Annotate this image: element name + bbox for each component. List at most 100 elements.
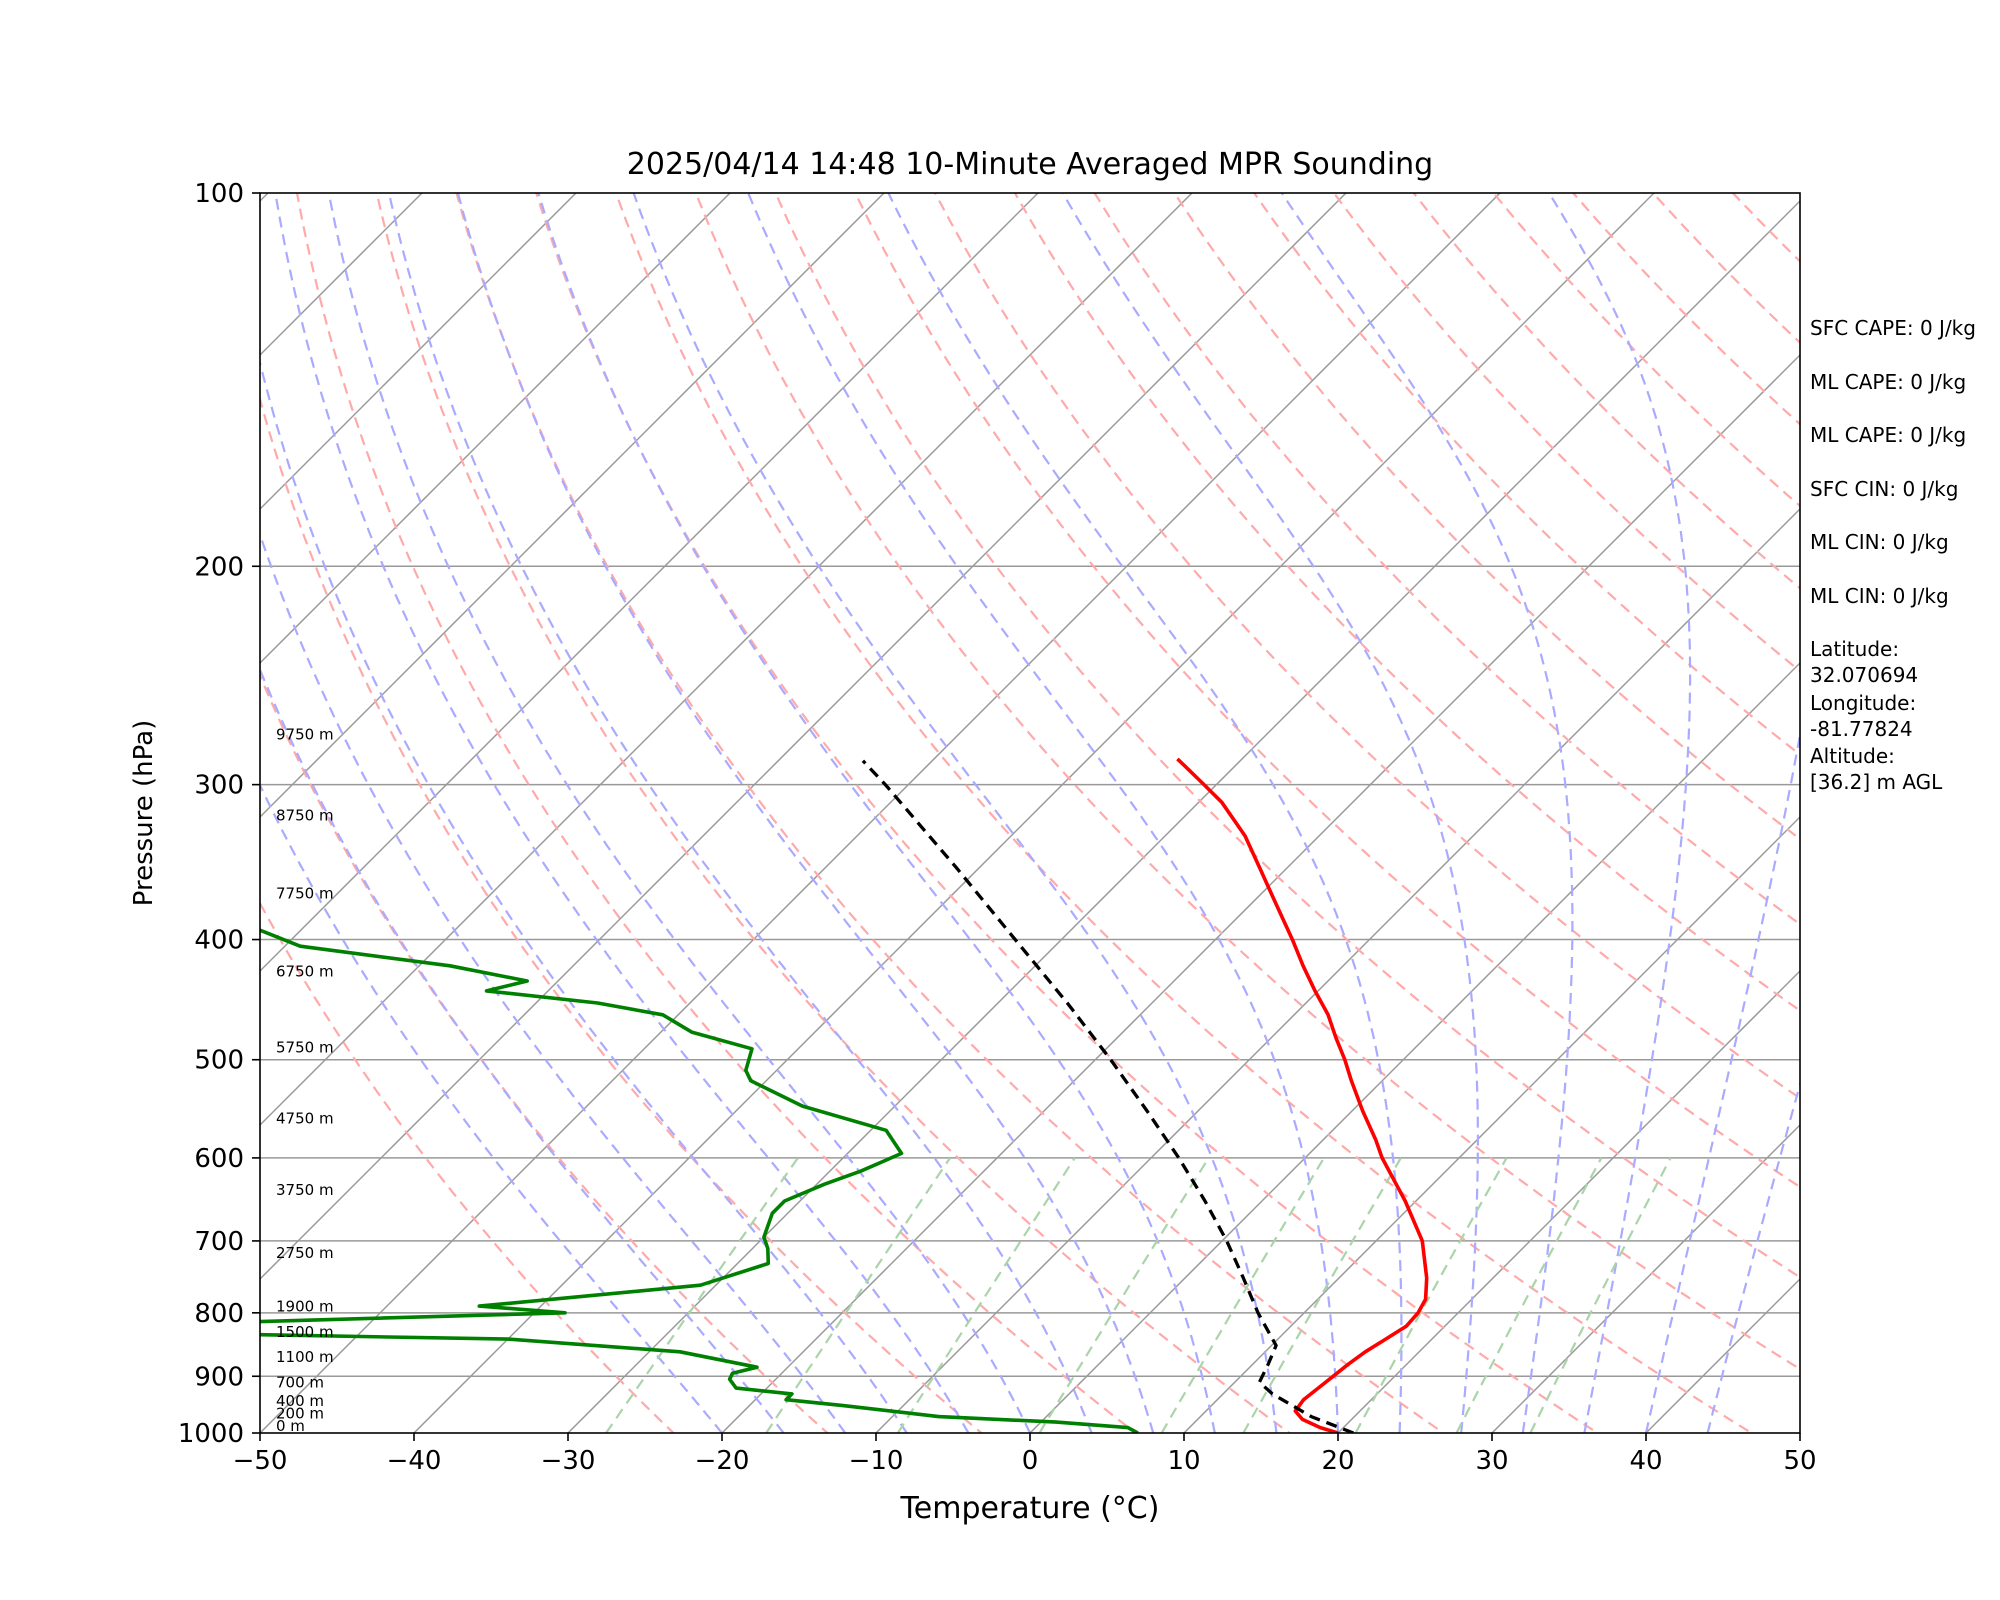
y-tick-label: 800 bbox=[194, 1299, 244, 1329]
isotherm-line bbox=[413, 193, 1655, 1433]
mixing-ratio-line bbox=[1160, 1157, 1325, 1433]
dry-adiabat-line bbox=[455, 193, 1446, 1433]
dry-adiabat-line bbox=[1093, 193, 1800, 926]
y-tick-label: 600 bbox=[194, 1144, 244, 1174]
isotherm-line bbox=[567, 199, 1800, 1433]
mixing-ratio-line bbox=[765, 1157, 952, 1433]
chart-title: 2025/04/14 14:48 10-Minute Averaged MPR … bbox=[627, 147, 1433, 182]
height-label: 6750 m bbox=[276, 963, 334, 981]
mixing-ratio-line bbox=[896, 1157, 1076, 1433]
x-tick-label: 40 bbox=[1629, 1446, 1662, 1476]
stat-label: ML CIN: 0 J/kg bbox=[1810, 530, 1949, 554]
y-tick-label: 1000 bbox=[178, 1419, 244, 1449]
isotherm-line bbox=[1183, 815, 1800, 1433]
mixing-ratio-line bbox=[1038, 1157, 1210, 1433]
x-tick-label: 20 bbox=[1321, 1446, 1354, 1476]
isotherm-line bbox=[1491, 1123, 1800, 1433]
moist-adiabat-line bbox=[1644, 728, 1800, 1433]
height-label: 200 m bbox=[276, 1404, 324, 1422]
dewpoint-profile bbox=[260, 928, 1139, 1433]
y-tick-label: 400 bbox=[194, 926, 244, 956]
stat-sfc-cape: SFC CAPE: 0 J/kg bbox=[1810, 315, 2000, 369]
stat-ml-cin: ML CIN: 0 J/kg bbox=[1810, 529, 2000, 583]
moist-adiabat-line bbox=[260, 666, 785, 1433]
x-tick-label: −50 bbox=[233, 1446, 288, 1476]
stat-altitude: Altitude: [36.2] m AGL bbox=[1810, 743, 2000, 797]
data-series bbox=[260, 757, 1429, 1433]
isotherm-line bbox=[260, 193, 1347, 1281]
moist-adiabat-line bbox=[1280, 193, 1574, 1433]
stat-value: 32.070694 bbox=[1810, 663, 1919, 687]
dry-adiabat-line bbox=[694, 193, 1800, 1371]
dry-adiabat-line bbox=[614, 193, 1754, 1433]
stat-sfc-cin: SFC CIN: 0 J/kg bbox=[1810, 476, 2000, 530]
x-tick-label: −20 bbox=[695, 1446, 750, 1476]
stat-ml-cape-2: ML CAPE: 0 J/kg bbox=[1810, 422, 2000, 476]
height-label: 2750 m bbox=[276, 1244, 334, 1262]
sounding-stats-panel: SFC CAPE: 0 J/kg ML CAPE: 0 J/kg ML CAPE… bbox=[1810, 315, 2000, 797]
x-tick-label: 50 bbox=[1783, 1446, 1816, 1476]
y-axis-label: Pressure (hPa) bbox=[129, 720, 159, 907]
stat-value: -81.77824 bbox=[1810, 716, 1913, 741]
stat-ml-cape: ML CAPE: 0 J/kg bbox=[1810, 369, 2000, 423]
height-label: 9750 m bbox=[276, 726, 334, 744]
moist-adiabat-line bbox=[1548, 193, 1692, 1433]
stat-label: Longitude: bbox=[1810, 690, 1917, 715]
height-label: 1900 m bbox=[276, 1298, 334, 1316]
stat-ml-cin-2: ML CIN: 0 J/kg bbox=[1810, 583, 2000, 637]
height-label: 4750 m bbox=[276, 1110, 334, 1128]
y-tick-label: 200 bbox=[194, 552, 244, 582]
x-axis-label: Temperature (°C) bbox=[900, 1491, 1160, 1526]
x-tick-label: −30 bbox=[541, 1446, 596, 1476]
moist-adiabat-line bbox=[1706, 1080, 1800, 1433]
stat-label: Latitude: bbox=[1810, 637, 1900, 661]
height-label: 3750 m bbox=[276, 1181, 334, 1199]
y-tick-label: 900 bbox=[194, 1362, 244, 1392]
moist-adiabat-line bbox=[327, 193, 1032, 1433]
isotherm-line bbox=[260, 193, 1193, 1127]
moist-adiabat-line bbox=[456, 193, 1155, 1433]
x-tick-label: 30 bbox=[1475, 1446, 1508, 1476]
stat-label: ML CIN: 0 J/kg bbox=[1810, 583, 1949, 608]
moist-adiabat-line bbox=[274, 193, 970, 1433]
stat-label: ML CAPE: 0 J/kg bbox=[1810, 423, 1967, 447]
moist-adiabat-line bbox=[1061, 193, 1479, 1433]
height-label: 700 m bbox=[276, 1373, 324, 1391]
stat-label: SFC CAPE: 0 J/kg bbox=[1810, 316, 1976, 340]
height-label: 8750 m bbox=[276, 807, 334, 825]
plot-frame bbox=[259, 192, 1801, 1434]
dry-adiabat-line bbox=[854, 193, 1800, 1189]
x-tick-label: 10 bbox=[1167, 1446, 1200, 1476]
x-tick-label: −10 bbox=[849, 1446, 904, 1476]
parcel-profile bbox=[861, 759, 1354, 1433]
dry-adiabat-line bbox=[260, 395, 984, 1433]
isotherm-line bbox=[260, 193, 885, 819]
temperature-profile bbox=[1176, 757, 1429, 1433]
stat-longitude: Longitude: -81.77824 bbox=[1810, 690, 2000, 744]
y-tick-label: 700 bbox=[194, 1227, 244, 1257]
dry-adiabat-line bbox=[1253, 193, 1800, 756]
isotherm-line bbox=[260, 193, 731, 665]
isotherm-line bbox=[1029, 661, 1800, 1433]
moist-adiabat-line bbox=[260, 782, 723, 1433]
moist-adiabat-line bbox=[747, 193, 1340, 1433]
height-label: 0 m bbox=[276, 1417, 305, 1435]
isotherm-line bbox=[875, 507, 1800, 1433]
mixing-ratio-line bbox=[605, 1157, 799, 1433]
moist-adiabat-line bbox=[387, 193, 1093, 1433]
mixing-ratio-line bbox=[1455, 1157, 1603, 1433]
axes: −50 −40 −30 −20 −10 0 10 20 30 40 50 100 200 300 400 50… bbox=[178, 179, 1817, 1476]
moist-adiabat-line bbox=[632, 193, 1278, 1433]
stat-label: Altitude: bbox=[1810, 744, 1895, 768]
moist-adiabat-line bbox=[260, 531, 847, 1433]
height-label: 1100 m bbox=[276, 1348, 334, 1366]
height-label: 7750 m bbox=[276, 884, 334, 902]
moist-adiabat-line bbox=[887, 193, 1403, 1433]
stat-latitude: Latitude: 32.070694 bbox=[1810, 636, 2000, 690]
isotherm-line bbox=[260, 193, 1039, 973]
moist-adiabat-line bbox=[537, 193, 1216, 1433]
y-tick-label: 300 bbox=[194, 771, 244, 801]
isotherm-line bbox=[1337, 969, 1800, 1433]
